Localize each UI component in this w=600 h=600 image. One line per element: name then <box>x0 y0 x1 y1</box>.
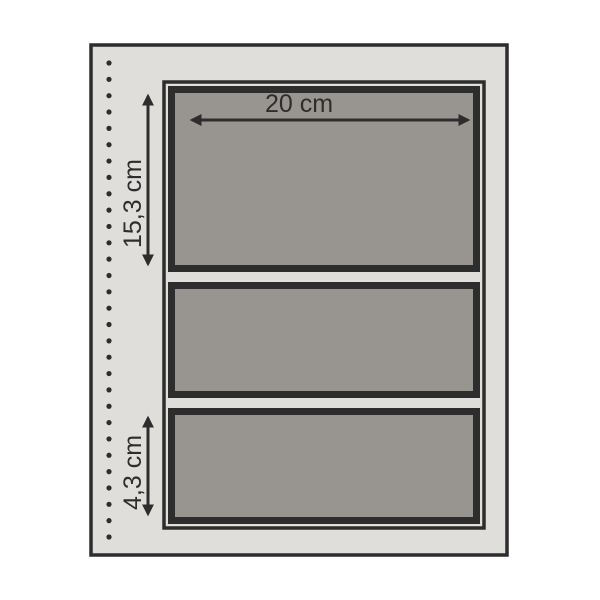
binder-hole <box>106 436 111 441</box>
binder-hole <box>106 77 111 82</box>
binder-hole <box>106 485 111 490</box>
binder-hole <box>106 322 111 327</box>
binder-hole <box>106 469 111 474</box>
binder-hole <box>106 142 111 147</box>
binder-hole <box>106 534 111 539</box>
binder-hole <box>106 158 111 163</box>
binder-hole <box>106 109 111 114</box>
binder-hole <box>106 191 111 196</box>
binder-hole <box>106 387 111 392</box>
binder-hole <box>106 126 111 131</box>
binder-hole <box>106 257 111 262</box>
binder-hole <box>106 60 111 65</box>
dimension-label: 15,3 cm <box>119 159 147 248</box>
binder-hole <box>106 420 111 425</box>
binder-hole <box>106 93 111 98</box>
binder-hole <box>106 371 111 376</box>
binder-hole <box>106 306 111 311</box>
binder-hole <box>106 518 111 523</box>
pocket-window <box>175 289 473 391</box>
pocket-window <box>175 415 473 517</box>
binder-hole <box>106 224 111 229</box>
binder-hole <box>106 289 111 294</box>
dimension-label: 20 cm <box>265 90 333 118</box>
binder-hole <box>106 175 111 180</box>
diagram-svg: 20 cm 15,3 cm 4,3 cm <box>0 0 600 600</box>
binder-hole <box>106 240 111 245</box>
binder-hole <box>106 502 111 507</box>
binder-hole <box>106 338 111 343</box>
diagram-stage: 20 cm 15,3 cm 4,3 cm <box>0 0 600 600</box>
binder-hole <box>106 453 111 458</box>
binder-hole <box>106 355 111 360</box>
dimension-label: 4,3 cm <box>119 435 147 510</box>
binder-hole <box>106 208 111 213</box>
binder-hole <box>106 404 111 409</box>
binder-hole <box>106 273 111 278</box>
